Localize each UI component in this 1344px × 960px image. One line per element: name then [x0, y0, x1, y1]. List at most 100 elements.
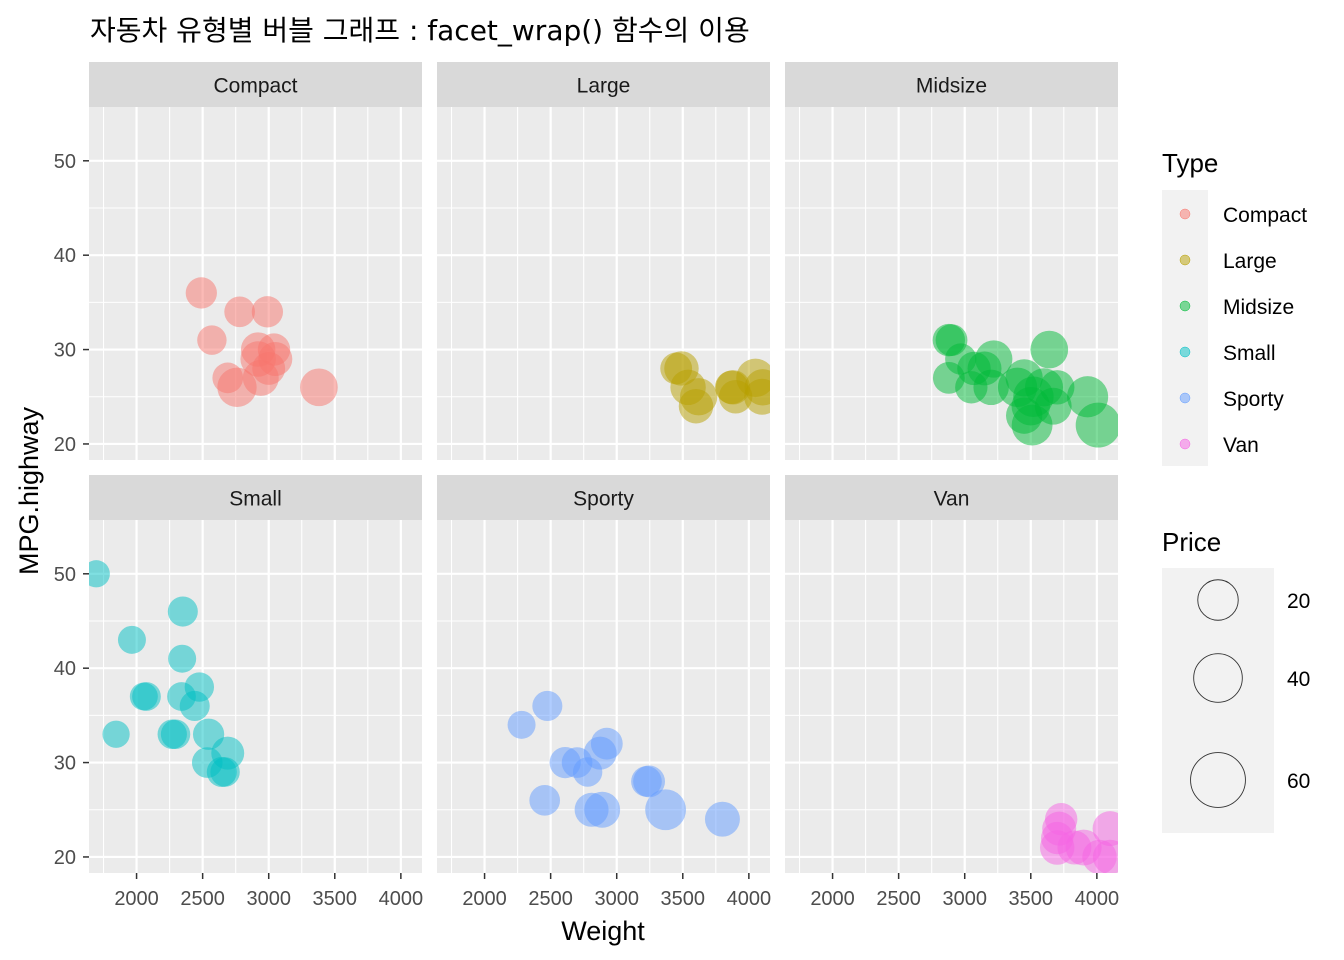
y-tick-label: 30	[54, 340, 76, 362]
bubble-point	[1075, 402, 1118, 448]
bubble-point	[1092, 811, 1118, 847]
bubble-point	[132, 682, 161, 711]
legend-key-small	[1179, 346, 1191, 358]
x-tick-label: 2000	[462, 888, 507, 910]
color-legend-title: Type	[1162, 148, 1218, 178]
x-tick-label: 2500	[876, 888, 921, 910]
bubble-point	[179, 690, 210, 721]
bubble-point	[678, 388, 714, 424]
y-tick-label: 50	[54, 151, 76, 173]
bubble-point	[645, 789, 687, 831]
facet-panel-large: Large	[437, 62, 770, 460]
bubble-point	[507, 710, 536, 739]
gridlines	[437, 107, 770, 460]
facet-strip	[89, 62, 422, 107]
size-legend-circle	[1193, 653, 1243, 703]
bubble-point	[224, 296, 255, 328]
legend-label-sporty: Sporty	[1223, 388, 1284, 411]
bubble-point	[197, 325, 227, 355]
legend-label-van: Van	[1223, 434, 1259, 457]
bubble-point	[160, 719, 191, 749]
gridlines	[785, 520, 1118, 873]
x-tick-label: 2500	[180, 888, 225, 910]
bubble-point	[167, 596, 198, 627]
bubble-point	[973, 369, 1009, 406]
x-tick-label: 4000	[727, 888, 772, 910]
gridlines	[437, 520, 770, 873]
bubble-point	[1065, 829, 1102, 866]
facet-panel-compact: Compact 20 30 40 50	[54, 62, 422, 460]
size-legend-label: 60	[1287, 770, 1310, 793]
size-legend-circle	[1197, 579, 1239, 621]
bubble-point	[1039, 830, 1075, 865]
bubbles	[185, 277, 338, 407]
facet-panel-van: Van 2000 2500 3000 3500 4000	[785, 475, 1120, 910]
facet-strip	[89, 475, 422, 520]
facet-strip-label: Large	[577, 75, 631, 98]
bubble-point	[168, 644, 197, 673]
bubble-point	[117, 625, 146, 654]
legend-key-midsize	[1179, 300, 1191, 312]
x-tick-label: 4000	[379, 888, 424, 910]
x-tick-label: 3000	[246, 888, 291, 910]
legend-key-van	[1179, 438, 1191, 450]
bubble-point	[210, 757, 240, 787]
x-tick-label: 2000	[114, 888, 159, 910]
size-legend-label: 20	[1287, 590, 1310, 613]
facet-panel-small: Small 20 30 40 50 2000 2500 3000 3500 4000	[54, 475, 423, 910]
legend-label-compact: Compact	[1223, 204, 1307, 227]
gridlines	[89, 520, 422, 873]
facet-strip	[785, 62, 1118, 107]
legend-key-sporty	[1179, 392, 1191, 404]
x-tick-label: 3500	[661, 888, 706, 910]
bubbles	[660, 351, 770, 424]
y-tick-label: 40	[54, 658, 76, 680]
facet-strip	[785, 475, 1118, 520]
x-tick-label: 3000	[942, 888, 987, 910]
y-tick-label: 20	[54, 434, 76, 456]
size-legend: Price 20 40 60	[1162, 527, 1310, 833]
bubbles	[89, 560, 245, 788]
size-legend-label: 40	[1287, 668, 1310, 691]
legend-label-midsize: Midsize	[1223, 296, 1294, 319]
x-tick-label: 4000	[1075, 888, 1120, 910]
color-legend: Type Compact Large Midsize Small Sporty Van	[1162, 148, 1307, 466]
bubble-point	[704, 801, 740, 837]
facet-strip-label: Midsize	[916, 75, 987, 98]
facet-panel-sporty: Sporty 2000 2500 3000 3500 4000	[437, 475, 771, 910]
bubble-point	[89, 560, 110, 588]
legend-key-compact	[1179, 208, 1191, 220]
y-tick-label: 30	[54, 753, 76, 775]
x-tick-label: 2500	[528, 888, 573, 910]
legend-label-small: Small	[1223, 342, 1276, 365]
y-tick-label: 50	[54, 564, 76, 586]
legend-key-large	[1179, 254, 1191, 266]
bubbles	[932, 323, 1118, 448]
facet-strip	[437, 62, 770, 107]
y-tick-label: 20	[54, 847, 76, 869]
bubble-point	[1034, 387, 1072, 425]
x-axis-title: Weight	[561, 916, 645, 946]
size-legend-title: Price	[1162, 527, 1221, 557]
facet-strip	[437, 475, 770, 520]
chart-title: 자동차 유형별 버블 그래프 : facet_wrap() 함수의 이용	[90, 14, 750, 47]
facet-strip-label: Small	[229, 488, 282, 511]
bubble-point	[584, 791, 621, 828]
facet-strip-label: Compact	[213, 75, 297, 98]
x-tick-label: 2000	[810, 888, 855, 910]
color-legend-key-background	[1162, 190, 1208, 466]
facet-strip-label: Van	[934, 488, 970, 511]
x-tick-label: 3500	[1009, 888, 1054, 910]
bubble-point	[251, 296, 284, 328]
legend-label-large: Large	[1223, 250, 1277, 273]
facet-strip-label: Sporty	[573, 488, 634, 511]
bubble-point	[1030, 330, 1069, 369]
y-axis-title: MPG.highway	[14, 406, 44, 575]
facet-panels: Compact 20 30 40 50 Large Midsize Small 20 30 40 50…	[54, 62, 1120, 910]
x-tick-label: 3000	[594, 888, 639, 910]
bubbles	[1039, 803, 1118, 873]
size-legend-circle	[1190, 752, 1246, 808]
bubble-point	[102, 720, 130, 748]
bubble-point	[300, 368, 338, 407]
bubble-point	[572, 757, 603, 787]
